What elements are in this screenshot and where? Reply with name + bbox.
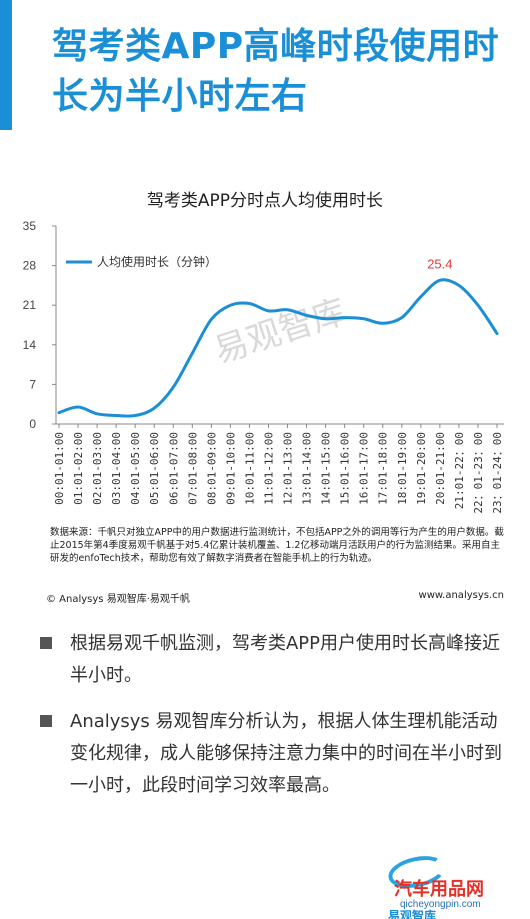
y-tick-label: 7 — [29, 377, 36, 391]
x-tick-label: 15:01-16:00 — [339, 432, 352, 505]
x-tick-label: 00:01-01:00 — [53, 432, 66, 505]
peak-value-label: 25.4 — [427, 256, 452, 271]
x-tick-label: 14:01-15:00 — [320, 432, 333, 505]
copyright-text: © Analysys 易观智库·易观千帆 — [46, 594, 190, 605]
header: 驾考类APP高峰时段使用时长为半小时左右 — [0, 0, 530, 130]
x-tick-label: 11:01-12:00 — [262, 432, 275, 505]
x-tick-label: 03:01-04:00 — [110, 432, 123, 505]
logo-text: 汽车用品网 — [394, 879, 484, 900]
page-title: 驾考类APP高峰时段使用时长为半小时左右 — [52, 26, 500, 117]
x-tick-label: 01:01-02:00 — [72, 432, 85, 505]
x-tick-label: 19:01-20:00 — [415, 432, 428, 505]
website-url: www.analysys.cn — [418, 590, 504, 601]
x-tick-label: 16:01-17:00 — [358, 432, 371, 505]
x-tick-label: 04:01-05:00 — [129, 432, 142, 505]
logo-url: qicheyongpin.com — [400, 899, 481, 910]
x-tick-label: 02:01-03:00 — [91, 432, 104, 505]
bullet-text: 根据易观千帆监测，驾考类APP用户使用时长高峰接近半小时。 — [70, 633, 501, 686]
x-tick-label: 09:01-10:00 — [224, 432, 237, 505]
x-tick-label: 23：01-24：00 — [491, 432, 504, 514]
x-tick-label: 05:01-06:00 — [148, 432, 161, 505]
series-line — [57, 278, 499, 418]
x-tick-label: 12:01-13:00 — [282, 432, 295, 505]
x-tick-label: 17:01-18:00 — [377, 432, 390, 505]
bullet-item: 根据易观千帆监测，驾考类APP用户使用时长高峰接近半小时。 — [40, 628, 510, 692]
x-tick-label: 18:01-19:00 — [396, 432, 409, 505]
x-tick-label: 21:01-22：00 — [453, 432, 466, 509]
x-tick-label: 08:01-09:00 — [205, 432, 218, 505]
x-tick-label: 13:01-14:00 — [301, 432, 314, 505]
x-tick-label: 20:01-21:00 — [434, 432, 447, 505]
x-tick-label: 10:01-11:00 — [243, 432, 256, 505]
y-tick-label: 0 — [29, 417, 36, 431]
site-logo: 汽车用品网 qicheyongpin.com 易观智库 — [385, 851, 518, 919]
x-tick-label: 06:01-07:00 — [167, 432, 180, 505]
header-accent-bar — [0, 0, 12, 130]
legend-label: 人均使用时长（分钟） — [97, 254, 217, 269]
source-note: 数据来源：千帆只对独立APP中的用户数据进行监测统计，不包括APP之外的调用等行… — [50, 527, 504, 564]
bullet-text: Analysys 易观智库分析认为，根据人体生理机能活动变化规律，成人能够保持注… — [70, 711, 502, 796]
chart-title: 驾考类APP分时点人均使用时长 — [146, 191, 384, 211]
y-tick-label: 35 — [23, 219, 37, 233]
bullet-list: 根据易观千帆监测，驾考类APP用户使用时长高峰接近半小时。 Analysys 易… — [40, 628, 510, 816]
y-tick-label: 28 — [23, 259, 37, 273]
y-tick-label: 21 — [23, 298, 37, 312]
y-tick-label: 14 — [23, 338, 37, 352]
bullet-square-icon — [40, 715, 52, 727]
x-tick-label: 22：01-23：00 — [472, 432, 485, 514]
logo-subtext: 易观智库 — [388, 909, 437, 919]
x-tick-label: 07:01-08:00 — [186, 432, 199, 505]
bullet-square-icon — [40, 637, 52, 649]
bullet-item: Analysys 易观智库分析认为，根据人体生理机能活动变化规律，成人能够保持注… — [40, 706, 510, 802]
